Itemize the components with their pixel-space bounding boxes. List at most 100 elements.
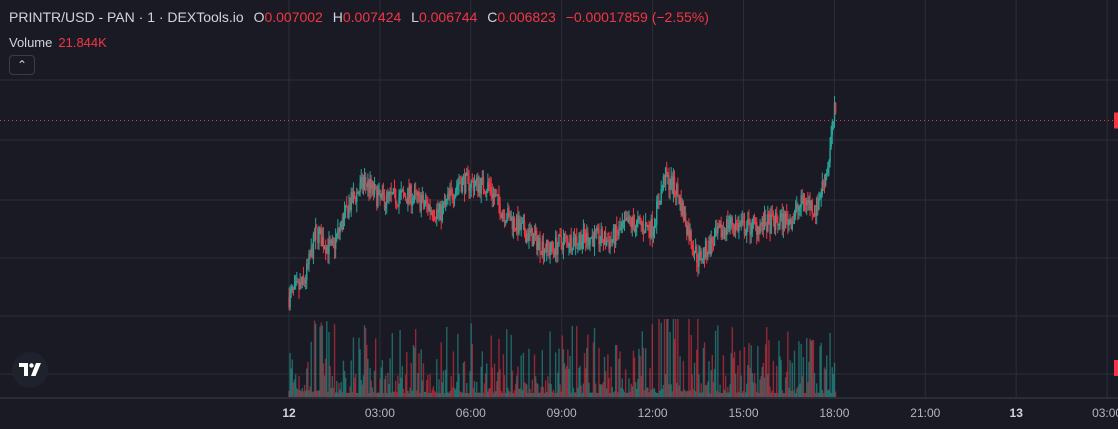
volume-bar [777, 392, 779, 397]
volume-bar [540, 386, 542, 397]
candle-body [366, 183, 368, 187]
candle-body [416, 192, 418, 196]
candle-body [747, 218, 749, 229]
volume-bar [327, 391, 329, 397]
volume-bar [380, 367, 382, 397]
candle-body [347, 207, 349, 218]
volume-bar [744, 392, 747, 397]
candle-body [630, 220, 632, 228]
candle-body [348, 203, 350, 218]
volume-bar [494, 391, 497, 397]
candle-body [338, 228, 340, 233]
candle-body [518, 218, 520, 234]
volume-bar [433, 391, 436, 397]
candle-body [641, 223, 643, 226]
candle-body [782, 213, 785, 230]
volume-bar [392, 391, 395, 397]
candle-body [568, 246, 570, 248]
volume-bar [697, 319, 699, 397]
candle-body [516, 215, 518, 231]
volume-bar [299, 389, 301, 397]
volume-bar [561, 335, 564, 397]
candle-body [796, 204, 798, 209]
candle-body [421, 195, 424, 201]
candle-body [683, 212, 686, 219]
volume-bar [816, 383, 818, 397]
volume-bar [587, 334, 589, 397]
candle-body [500, 216, 502, 218]
volume-bar [552, 389, 555, 397]
volume-bar [490, 335, 492, 397]
volume-bar [728, 392, 730, 397]
volume-bar [422, 363, 425, 397]
candle-body [706, 240, 708, 257]
candle-body [301, 276, 304, 285]
tradingview-logo-shape [19, 363, 41, 376]
candle-body [688, 225, 690, 240]
volume-bar [591, 392, 594, 397]
volume-bar [656, 392, 658, 397]
candle-body [434, 218, 437, 220]
volume-bar [726, 392, 728, 397]
candle-body [316, 226, 318, 228]
candle-body [532, 234, 535, 247]
volume-bar [488, 388, 490, 397]
candle-body [440, 203, 442, 221]
volume-bar [774, 392, 777, 397]
volume-bar [320, 322, 322, 397]
candle-body [318, 230, 320, 244]
candle-body [384, 204, 387, 209]
candle-body [542, 241, 545, 256]
candle-body [596, 227, 598, 231]
volume-bar [472, 387, 475, 397]
candle-body [607, 240, 609, 242]
tradingview-logo-icon[interactable] [12, 352, 48, 388]
candle-body [482, 177, 485, 190]
volume-bar [609, 393, 611, 397]
candle-body [427, 203, 429, 210]
volume-bar [830, 392, 832, 397]
candle-body [344, 205, 347, 211]
collapse-legend-button[interactable]: ⌃ [9, 55, 35, 75]
volume-bar [547, 376, 549, 397]
volume-bar [592, 342, 595, 397]
candle-body [579, 235, 581, 242]
candle-body [637, 218, 639, 221]
volume-bar [769, 386, 771, 397]
volume-bar [440, 342, 442, 397]
volume-bar [738, 392, 740, 397]
volume-bar [699, 392, 701, 397]
candle-body [293, 283, 296, 289]
volume-bar [759, 379, 761, 397]
volume-bar [544, 380, 547, 397]
candle-body [763, 214, 766, 230]
candle-body [773, 220, 776, 230]
candle-body [290, 289, 292, 292]
candle-body [671, 176, 673, 194]
volume-bar [527, 392, 529, 397]
volume-bar [748, 343, 750, 397]
volume-bar [326, 321, 328, 397]
candle-body [624, 218, 627, 221]
volume-bar [633, 357, 636, 397]
volume-bar [530, 392, 532, 397]
candle-body [617, 232, 619, 236]
volume-bar [331, 376, 334, 397]
volume-bar [486, 363, 488, 397]
symbol-title[interactable]: PRINTR/USD - PAN · 1 · DEXTools.io [9, 9, 244, 25]
candle-body [358, 192, 360, 194]
volume-bar [476, 381, 478, 397]
volume-bar [533, 354, 536, 397]
candle-body [800, 195, 802, 207]
candle-body [429, 205, 431, 211]
candle-body [533, 234, 536, 236]
volume-bar [300, 391, 302, 397]
candle-body [781, 213, 783, 230]
volume-bar [351, 392, 354, 397]
candle-body [640, 220, 642, 226]
time-axis-tick-label: 18:00 [819, 406, 849, 420]
volume-bar [470, 323, 472, 397]
volume-bar [832, 374, 835, 397]
